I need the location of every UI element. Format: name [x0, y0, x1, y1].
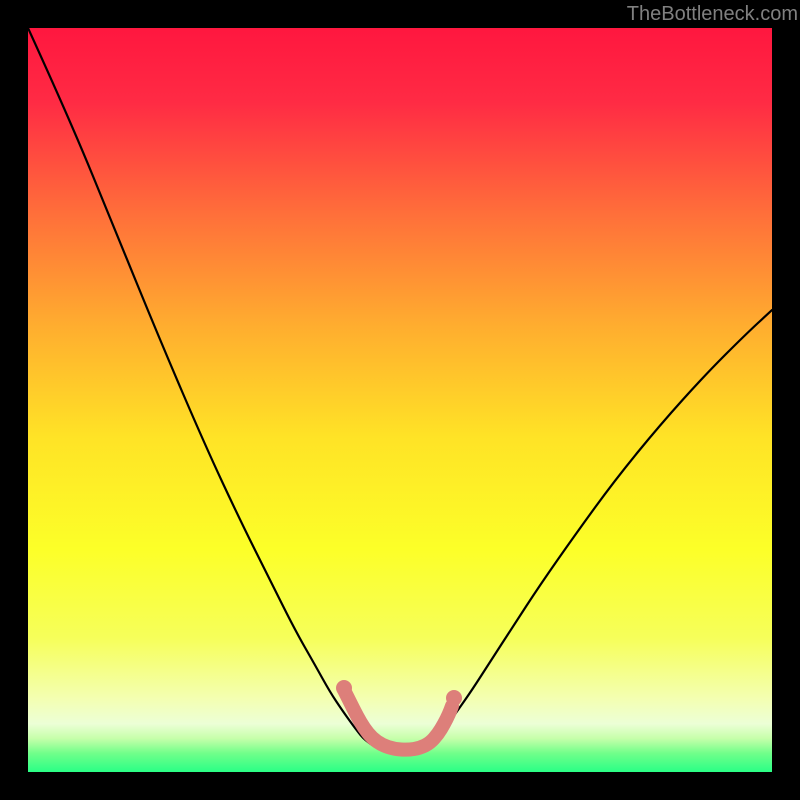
- highlight-endpoint: [446, 690, 462, 706]
- plot-area: [28, 28, 772, 772]
- gradient-background: [28, 28, 772, 772]
- chart-svg: [28, 28, 772, 772]
- highlight-endpoint: [336, 680, 352, 696]
- watermark-text: TheBottleneck.com: [578, 3, 798, 26]
